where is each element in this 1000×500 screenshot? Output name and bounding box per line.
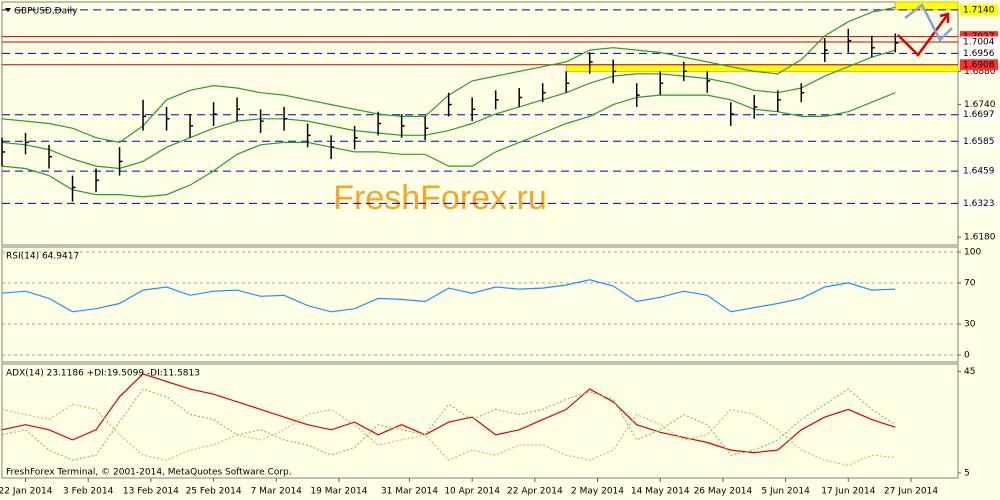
symbol-marker [5, 8, 11, 12]
level-label-box [960, 135, 998, 147]
level-label: 1.6459 [963, 167, 995, 177]
x-tick-label: 25 Feb 2014 [186, 487, 242, 497]
x-tick-label: 3 Feb 2014 [63, 487, 114, 497]
y-tick-label: 0 [964, 350, 970, 360]
y-tick-label: 1.6740 [964, 100, 996, 110]
y-tick-label: 1.6880 [964, 67, 996, 77]
series-line [1, 279, 896, 313]
x-tick-label: 5 Jun 2014 [761, 487, 810, 497]
panel-title: ADX(14) 23.1186 +DI:19.5099 -DI:11.5813 [6, 369, 200, 379]
level-label: 1.6908 [963, 60, 995, 70]
level-label: 1.6585 [963, 137, 995, 147]
level-label: 1.7004 [963, 38, 995, 48]
series-line [1, 403, 896, 466]
y-tick-label: 100 [964, 248, 981, 258]
level-label: 1.6697 [963, 110, 995, 120]
price-panel [1, 1, 959, 246]
level-label: 1.7140 [963, 5, 995, 15]
x-tick-label: 17 Jun 2014 [821, 487, 875, 497]
level-label-box [960, 165, 998, 177]
rsi-panel [1, 246, 959, 363]
y-tick-label: 30 [964, 320, 976, 330]
x-tick-label: 2 May 2014 [571, 487, 624, 497]
forecast-arrow [897, 12, 950, 57]
level-label-box [960, 197, 998, 209]
level-label-box [960, 4, 998, 16]
adx-panel [1, 363, 959, 479]
level-label-box [960, 36, 998, 48]
zone [565, 64, 959, 72]
series-line [1, 388, 896, 461]
panel-title: RSI(14) 64.9417 [6, 252, 79, 262]
watermark: FreshForex.ru [333, 179, 547, 217]
x-tick-label: 14 May 2014 [631, 487, 690, 497]
x-tick-label: 26 May 2014 [694, 487, 753, 497]
footer: FreshForex Terminal, © 2001-2014, MetaQu… [6, 468, 292, 478]
x-tick-label: 7 Mar 2014 [251, 487, 303, 497]
y-tick-label: 45 [964, 367, 975, 377]
x-tick-label: 31 Mar 2014 [381, 487, 438, 497]
level-label-box [960, 47, 998, 59]
zone [894, 1, 959, 11]
series-line [1, 49, 896, 170]
x-tick-label: 22 Apr 2014 [507, 487, 563, 497]
y-tick-label: 5 [964, 468, 970, 478]
panel-title: GBPUSD,Daily [14, 7, 78, 17]
level-label: 1.6323 [963, 199, 995, 209]
level-label-box [960, 109, 998, 121]
series-line [1, 92, 896, 198]
y-tick-label: 70 [964, 278, 976, 288]
level-label-box [960, 59, 998, 71]
x-tick-label: 27 Jun 2014 [884, 487, 938, 497]
x-tick-label: 13 Feb 2014 [123, 487, 179, 497]
x-tick-label: 22 Jan 2014 [0, 487, 53, 497]
x-tick-label: 19 Mar 2014 [310, 487, 367, 497]
y-tick-label: 1.6180 [964, 233, 996, 243]
level-label: 1.6956 [963, 49, 995, 59]
x-tick-label: 10 Apr 2014 [444, 487, 500, 497]
forecast-arrow [904, 3, 953, 43]
